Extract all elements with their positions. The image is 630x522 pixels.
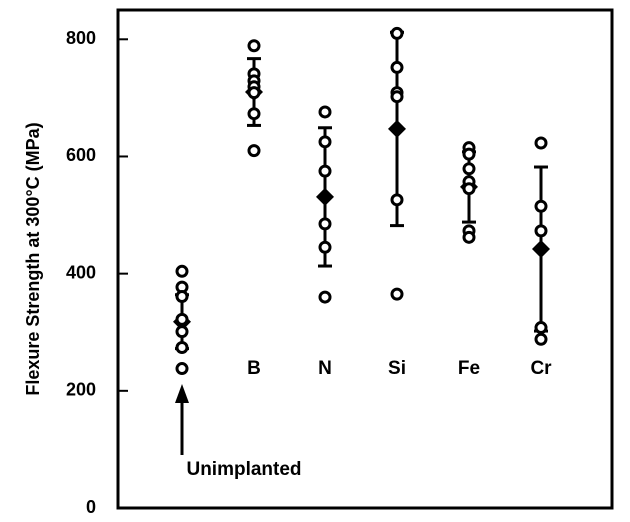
y-tick-label: 800 bbox=[66, 28, 96, 48]
mean-marker bbox=[532, 240, 550, 259]
data-point bbox=[175, 312, 189, 326]
y-tick-label: 600 bbox=[66, 145, 96, 165]
data-point bbox=[175, 362, 189, 376]
category-label: Fe bbox=[458, 358, 480, 379]
data-point bbox=[534, 136, 548, 150]
data-point bbox=[175, 264, 189, 278]
data-point bbox=[318, 217, 332, 231]
mean-marker bbox=[388, 119, 406, 138]
data-point bbox=[390, 90, 404, 104]
y-tick-label: 200 bbox=[66, 380, 96, 400]
plot-frame bbox=[116, 8, 614, 510]
data-point bbox=[462, 182, 476, 196]
data-point bbox=[462, 162, 476, 176]
data-point bbox=[390, 287, 404, 301]
y-tick-label: 0 bbox=[86, 497, 96, 517]
data-point bbox=[247, 86, 261, 100]
category-label: B bbox=[247, 358, 261, 379]
data-point bbox=[534, 224, 548, 238]
data-point bbox=[247, 39, 261, 53]
category-label: Cr bbox=[530, 358, 552, 379]
data-point bbox=[175, 289, 189, 303]
data-point bbox=[247, 107, 261, 121]
data-point bbox=[318, 240, 332, 254]
category-label: Unimplanted bbox=[186, 459, 301, 480]
y-tick-label: 400 bbox=[66, 262, 96, 282]
data-point bbox=[462, 230, 476, 244]
data-point bbox=[318, 290, 332, 304]
data-point bbox=[390, 193, 404, 207]
data-point bbox=[390, 26, 404, 40]
data-point bbox=[247, 144, 261, 158]
data-point bbox=[318, 105, 332, 119]
data-point bbox=[390, 60, 404, 74]
category-label: Si bbox=[388, 358, 406, 379]
data-point bbox=[175, 340, 189, 354]
data-point bbox=[318, 164, 332, 178]
data-point bbox=[462, 147, 476, 161]
data-point bbox=[534, 199, 548, 213]
arrow-head bbox=[175, 384, 189, 403]
data-point bbox=[534, 332, 548, 346]
category-label: N bbox=[318, 358, 332, 379]
data-point bbox=[318, 135, 332, 149]
mean-marker bbox=[316, 187, 334, 206]
y-axis-label: Flexure Strength at 300°C (MPa) bbox=[23, 122, 43, 395]
data-point bbox=[534, 321, 548, 335]
data-point bbox=[175, 325, 189, 339]
